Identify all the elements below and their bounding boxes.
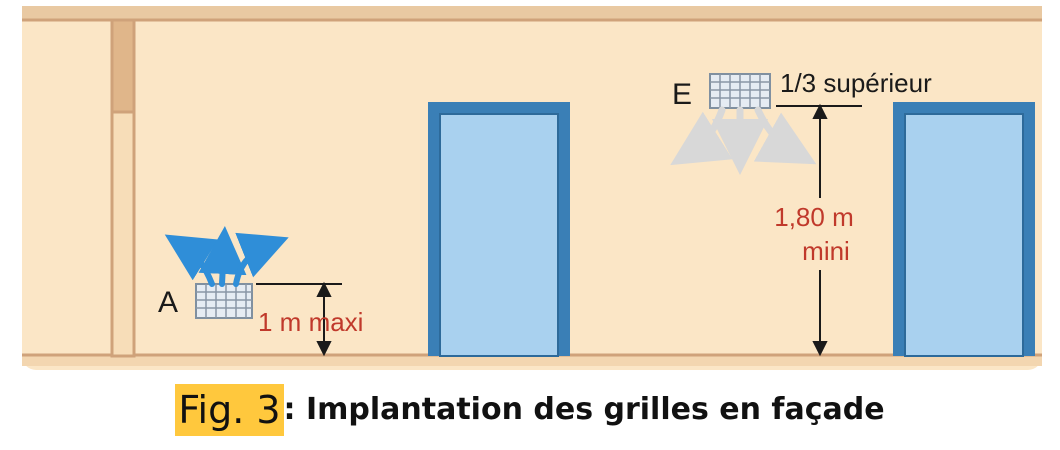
facade-diagram: A 1 m maxi E 1/3 supérieur (22, 6, 1042, 370)
grille-e-position: 1/3 supérieur (780, 68, 932, 98)
measure-e-label-1: 1,80 m (774, 202, 854, 232)
grille-a (195, 283, 253, 319)
door-left (428, 102, 570, 357)
ceiling (22, 6, 1042, 20)
measure-a (256, 281, 342, 357)
airflow-arrows-e (670, 106, 817, 175)
floor (22, 354, 1042, 366)
measure-a-label: 1 m maxi (258, 307, 363, 337)
figure-number: Fig. 3 (175, 384, 284, 436)
door-right (893, 102, 1035, 357)
figure-caption: Fig. 3 : Implantation des grilles en faç… (0, 380, 1060, 440)
caption-text: : Implantation des grilles en façade (283, 392, 885, 427)
measure-e-label-2: mini (802, 236, 850, 266)
grille-e (709, 73, 771, 109)
airflow-arrows-a (164, 226, 289, 287)
measure-e (776, 103, 862, 357)
grille-e-letter: E (672, 78, 692, 111)
grille-a-letter: A (158, 286, 178, 319)
